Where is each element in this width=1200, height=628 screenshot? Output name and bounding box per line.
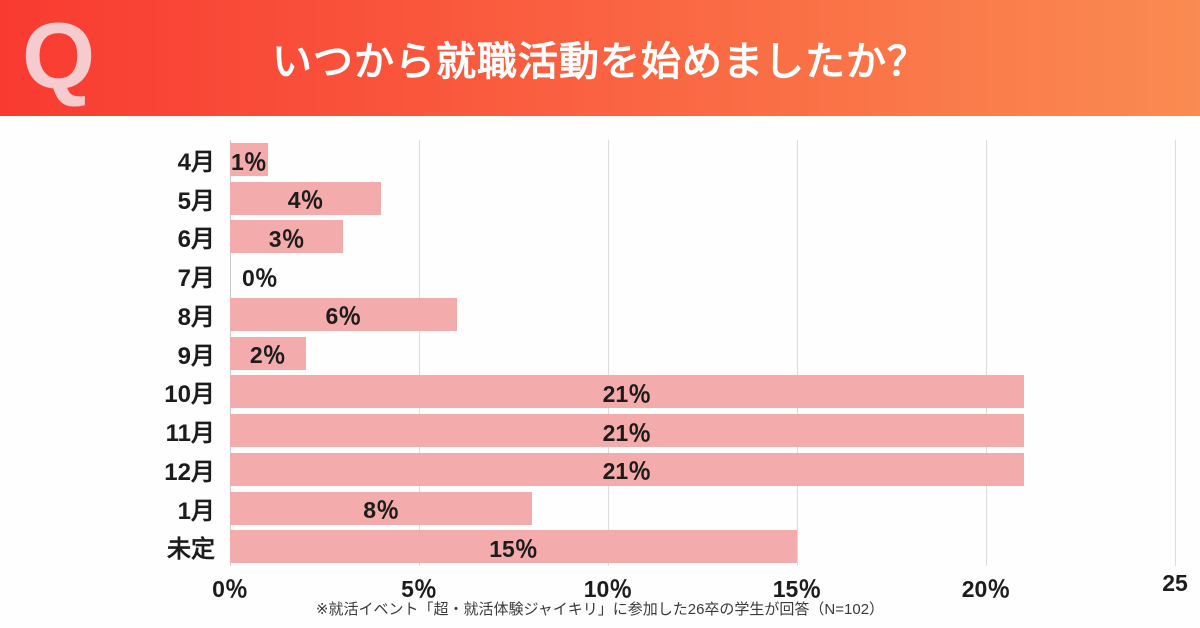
chart-row: 12月 21％ [164,450,1175,489]
chart-row: 7月 0％ [178,256,1175,295]
chart-row: 5月 4％ [178,179,1175,218]
q-letter-mark: Q [22,3,96,109]
value-label: 2％ [249,342,286,369]
chart-row: 未定 15％ [167,527,1175,566]
category-label: 10月 [164,381,215,409]
category-label: 4月 [177,149,215,176]
bar [230,375,1024,409]
footnote: ※就活イベント「超・就活体験ジャイキリ」に参加した26卒の学生が回答（N=102… [315,601,885,618]
value-label: 4％ [287,187,324,214]
category-label: 7月 [177,265,215,293]
chart-row: 11月 21％ [166,411,1175,450]
bar [230,491,533,525]
value-label: 8％ [363,497,400,524]
value-label: 3％ [268,225,305,252]
category-label: 8月 [177,303,215,331]
bar [230,297,457,331]
gridline [418,140,420,566]
value-label: 6％ [325,303,362,330]
value-label: 21％ [602,419,652,446]
page-title: いつから就職活動を始めましたか？ [272,40,928,84]
question-header: Q いつから就職活動を始めましたか？ [0,0,1200,116]
x-tick-label: 20％ [961,576,1011,602]
category-label: 12月 [164,458,215,486]
value-label: 21％ [602,380,652,407]
bar [230,181,382,215]
category-label: 6月 [177,226,215,254]
gridline [796,140,798,566]
category-label: 5月 [177,187,215,215]
category-label: 11月 [165,420,215,448]
x-axis: 0％ 5％ 10％ 15％ 20％ 25 [212,570,1188,602]
x-tick-label: 10％ [583,576,633,602]
gridline [1174,140,1176,566]
x-tick-label: 15％ [772,576,822,602]
category-label: 9月 [177,342,215,370]
category-label: 未定 [167,536,215,564]
x-tick-label: 25 [1162,570,1188,596]
chart-row: 10月 21％ [164,372,1175,411]
chart-row: 6月 3％ [178,217,1175,256]
bar [230,452,1024,486]
chart-row: 9月 2％ [178,334,1175,373]
gridline [985,140,987,566]
x-tick-label: 5％ [401,576,437,602]
bar [230,336,306,370]
value-label: 21％ [602,458,652,485]
bar [230,143,268,176]
chart-row: 8月 6％ [178,295,1175,334]
x-tick-label: 0％ [212,576,248,602]
value-label: 1％ [231,148,267,175]
bar [230,414,1024,448]
chart-row: 1月 8％ [178,489,1175,528]
bar-chart-plot-area: 4月 1％ 5月 4％ 6月 3％ 7月 0％ 8月 6％ 9月 2％ 10月 21％ 11月 21％ 12月 2… [164,140,1176,566]
value-label: 0％ [242,264,278,291]
bar [230,220,344,254]
value-label: 15％ [489,535,538,562]
chart-row: 4月 1％ [178,140,1175,179]
bar [230,530,797,564]
category-label: 1月 [177,497,215,525]
gridline [607,140,609,566]
